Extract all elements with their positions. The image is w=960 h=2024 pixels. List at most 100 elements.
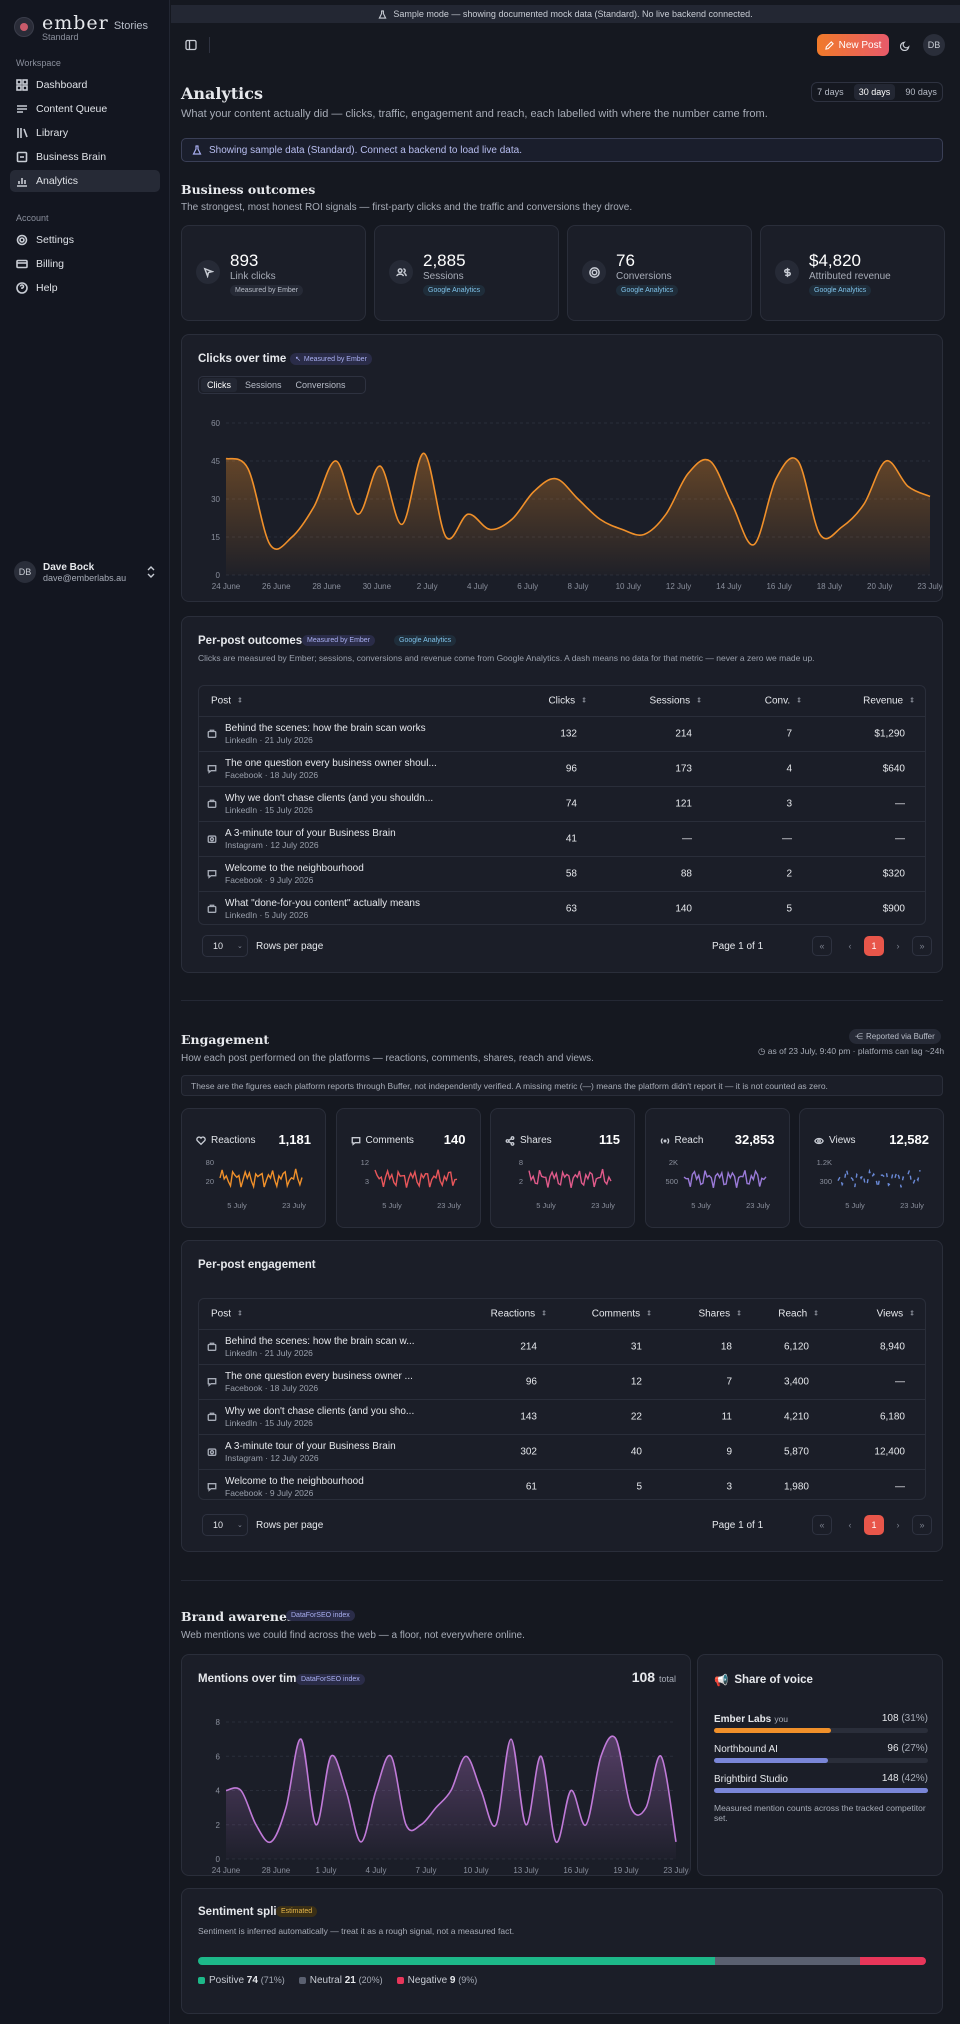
column-header[interactable]: Reactions ⇕ [491, 1309, 547, 1320]
sov-value: 96 (27%) [887, 1743, 928, 1754]
first-page-button[interactable]: « [812, 936, 832, 956]
column-header[interactable]: Post ⇕ [211, 1309, 243, 1320]
platform-icon-wrap [207, 764, 217, 774]
table-row[interactable]: Why we don't chase clients (and you shou… [199, 786, 925, 821]
platform-icon-wrap [207, 834, 217, 844]
cell-reach: 3,400 [783, 1376, 809, 1388]
sidebar-item-analytics[interactable]: Analytics [10, 170, 160, 192]
table-row[interactable]: A 3-minute tour of your Business Brain In… [199, 1434, 925, 1469]
tab-sessions[interactable]: Sessions [245, 380, 282, 390]
kpi-icon [196, 260, 220, 284]
per-post-engagement-title: Per-post engagement [198, 1259, 316, 1271]
post-title[interactable]: A 3-minute tour of your Business Brain [225, 828, 396, 839]
column-header[interactable]: Reach ⇕ [778, 1309, 819, 1320]
table-row[interactable]: Behind the scenes: how the brain scan w.… [199, 1329, 925, 1364]
column-header[interactable]: Post ⇕ [211, 696, 243, 707]
section-divider [181, 1580, 943, 1581]
kpi-source-text: Measured by Ember [235, 286, 299, 294]
post-title[interactable]: A 3-minute tour of your Business Brain [225, 1441, 396, 1452]
clock-icon: ◷ [758, 1046, 768, 1056]
rows-per-page-select[interactable]: 10 ⌄ [202, 1514, 248, 1536]
column-header[interactable]: Clicks ⇕ [548, 696, 587, 707]
series-line[interactable] [225, 452, 931, 550]
spark-y-low: 3 [364, 1177, 368, 1186]
user-menu[interactable]: DB Dave Bock dave@emberlabs.au [14, 561, 156, 583]
post-title[interactable]: Why we don't chase clients (and you sho.… [225, 1406, 415, 1417]
range-30-days[interactable]: 30 days [853, 84, 896, 100]
next-page-button[interactable]: › [888, 936, 908, 956]
column-header[interactable]: Views ⇕ [877, 1309, 915, 1320]
sort-icon: ⇕ [581, 697, 587, 705]
tab-conversions[interactable]: Conversions [295, 380, 346, 390]
sidebar-item-dashboard[interactable]: Dashboard [10, 74, 160, 96]
cell-conv: 5 [786, 903, 792, 915]
tab-clicks[interactable]: Clicks [201, 378, 237, 392]
sidebar-item-business-brain[interactable]: Business Brain [10, 146, 160, 168]
sentiment-legend: Positive 74 (71%) Neutral 21 (20%) Negativ… [198, 1975, 477, 1986]
cell-views: 6,180 [879, 1411, 905, 1423]
last-page-button[interactable]: » [912, 1515, 932, 1535]
new-post-button[interactable]: New Post [817, 34, 889, 56]
cell-views: — [895, 1376, 905, 1388]
table-row[interactable]: Behind the scenes: how the brain scan wo… [199, 716, 925, 751]
column-header[interactable]: Sessions ⇕ [650, 696, 702, 707]
table-row[interactable]: What "done-for-you content" actually mea… [199, 891, 925, 924]
target-icon [588, 266, 600, 278]
sentiment-legend-item: Negative 9 (9%) [396, 1975, 477, 1986]
brand-awareness-title: Brand awareness [181, 1609, 302, 1624]
next-page-button[interactable]: › [888, 1515, 908, 1535]
table-header: Post ⇕ Clicks ⇕ Sessions ⇕ Conv. ⇕ Revenue ⇕ [199, 686, 925, 716]
sidebar-item-label: Content Queue [36, 103, 108, 115]
sidebar-item-settings[interactable]: Settings [10, 229, 160, 251]
column-header[interactable]: Comments ⇕ [592, 1309, 652, 1320]
sample-data-notice: Showing sample data (Standard). Connect … [181, 138, 943, 162]
post-title[interactable]: Behind the scenes: how the brain scan w.… [225, 1336, 415, 1347]
column-header[interactable]: Shares ⇕ [698, 1309, 742, 1320]
page-number: 1 [871, 1520, 877, 1530]
page-button[interactable]: 1 [864, 1515, 884, 1535]
range-90-days[interactable]: 90 days [905, 87, 937, 97]
sidebar-item-content-queue[interactable]: Content Queue [10, 98, 160, 120]
post-title[interactable]: Welcome to the neighbourhood [225, 1476, 364, 1487]
post-title[interactable]: Why we don't chase clients (and you shou… [225, 793, 434, 804]
sentiment-count: 21 [344, 1975, 356, 1986]
post-title[interactable]: The one question every business owner sh… [225, 758, 437, 769]
table-row[interactable]: The one question every business owner sh… [199, 751, 925, 786]
series-line[interactable] [225, 1735, 677, 1844]
theme-toggle-button[interactable] [895, 35, 915, 55]
post-title[interactable]: Behind the scenes: how the brain scan wo… [225, 723, 426, 734]
spark-x-start: 5 July [382, 1201, 402, 1210]
post-title[interactable]: Welcome to the neighbourhood [225, 863, 364, 874]
brand[interactable]: ember Stories Standard [14, 12, 152, 42]
rows-per-page-select[interactable]: 10 ⌄ [202, 935, 248, 957]
share-of-voice-card: 📢 Share of voice Ember Labs you 108 (31%)… [697, 1654, 943, 1876]
sidebar-toggle-button[interactable] [181, 35, 201, 55]
sidebar-item-help[interactable]: Help [10, 277, 160, 299]
table-row[interactable]: Welcome to the neighbourhood Facebook · 9… [199, 1469, 925, 1499]
sidebar-item-library[interactable]: Library [10, 122, 160, 144]
table-row[interactable]: A 3-minute tour of your Business Brain In… [199, 821, 925, 856]
mentions-source-text: DataForSEO index [301, 1676, 360, 1683]
x-tick-label: 8 July [568, 582, 589, 591]
sidebar-item-billing[interactable]: Billing [10, 253, 160, 275]
table-row[interactable]: Why we don't chase clients (and you sho.… [199, 1399, 925, 1434]
header-avatar[interactable]: DB [923, 34, 945, 56]
range-7-days[interactable]: 7 days [817, 87, 844, 97]
post-title[interactable]: What "done-for-you content" actually mea… [225, 898, 420, 909]
cell-sessions: 140 [675, 903, 692, 915]
cell-revenue: $320 [882, 868, 905, 880]
table-row[interactable]: The one question every business owner ..… [199, 1364, 925, 1399]
column-header[interactable]: Revenue ⇕ [863, 696, 915, 707]
page-button[interactable]: 1 [864, 936, 884, 956]
column-header[interactable]: Conv. ⇕ [765, 696, 802, 707]
double-chevron-right-icon: » [919, 941, 925, 951]
x-tick-label: 6 July [517, 582, 538, 591]
sentiment-label: Positive [209, 1975, 245, 1986]
prev-page-button[interactable]: ‹ [840, 1515, 860, 1535]
last-page-button[interactable]: » [912, 936, 932, 956]
kpi-icon [775, 260, 799, 284]
prev-page-button[interactable]: ‹ [840, 936, 860, 956]
first-page-button[interactable]: « [812, 1515, 832, 1535]
table-row[interactable]: Welcome to the neighbourhood Facebook · 9… [199, 856, 925, 891]
post-title[interactable]: The one question every business owner ..… [225, 1371, 413, 1382]
